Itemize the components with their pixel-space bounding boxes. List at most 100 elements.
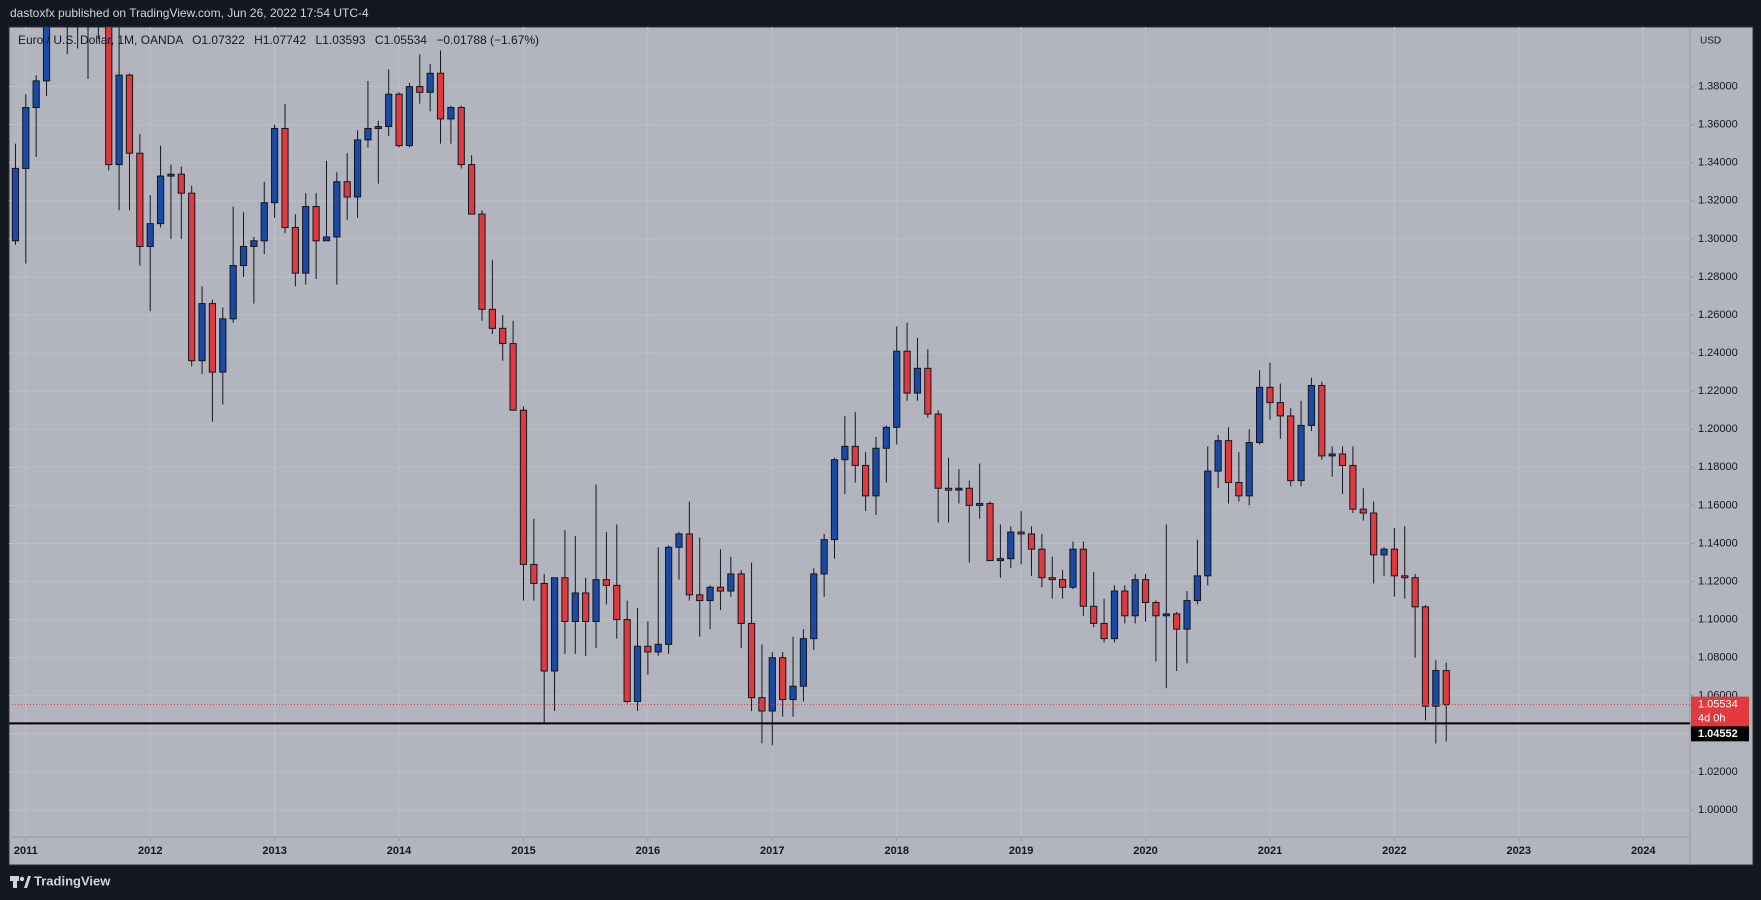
candle-body [893, 350, 901, 428]
candle-body [177, 173, 185, 194]
candle-body [820, 539, 828, 575]
candle-body [1214, 440, 1222, 472]
candle-body [1255, 386, 1264, 444]
x-tick-label: 2016 [636, 845, 660, 857]
candle-body [1328, 453, 1336, 457]
candle-body [1442, 670, 1450, 706]
candle-body [499, 327, 507, 345]
legend-change: −0.01788 (−1.67%) [436, 33, 539, 47]
candle-body [1349, 464, 1357, 510]
candle-body [271, 127, 279, 204]
candle-body [385, 93, 393, 128]
candle-body [405, 86, 414, 147]
candle-body [1338, 453, 1347, 466]
candle-body [1048, 577, 1056, 581]
candle-body [1380, 548, 1388, 556]
candle-body [592, 579, 600, 623]
countdown-label: 4d 0h [1698, 713, 1726, 725]
candle-body [1224, 440, 1233, 484]
candle-body [1173, 613, 1181, 630]
y-tick-label: 1.16000 [1698, 499, 1738, 511]
candle-body [436, 72, 445, 120]
candle-body [208, 303, 217, 373]
candle-body [322, 236, 331, 242]
candle-body [810, 573, 818, 640]
candle-body [478, 213, 486, 310]
candle-body [1131, 579, 1139, 617]
candle-body [727, 573, 735, 592]
candle-body [561, 577, 569, 623]
candle-body [696, 594, 704, 602]
candle-body [42, 27, 51, 82]
candle-body [125, 74, 134, 154]
candle-body [1162, 613, 1170, 617]
candle-body [665, 546, 673, 645]
y-tick-label: 1.02000 [1698, 766, 1738, 778]
candle-body [965, 487, 973, 506]
legend: Euro / U.S. Dollar, 1M, OANDA O1.07322 H… [18, 33, 539, 47]
candle-body [395, 93, 403, 147]
y-tick-label: 1.10000 [1698, 614, 1738, 626]
candle-body [1318, 384, 1326, 457]
candle-body [146, 223, 154, 247]
candle-body [219, 318, 227, 373]
candle-body [675, 533, 683, 548]
x-tick-label: 2015 [511, 845, 535, 857]
logo-part [13, 876, 17, 888]
candle-body [447, 107, 455, 120]
chart-frame [8, 26, 1754, 866]
candle-body [1370, 512, 1378, 556]
candle-body [1432, 669, 1440, 707]
candle-body [955, 487, 963, 491]
candle-body [654, 643, 662, 653]
candle-body [1297, 424, 1305, 482]
candle-body [540, 582, 548, 672]
candle-body [457, 107, 465, 166]
candle-body [830, 459, 839, 541]
y-tick-label: 1.14000 [1698, 537, 1738, 549]
candle-body [934, 413, 942, 489]
x-tick-label: 2024 [1631, 845, 1656, 857]
candle-body [1079, 548, 1087, 607]
candle-body [364, 127, 372, 141]
candle-body [1141, 579, 1150, 603]
candle-body [799, 638, 808, 687]
candle-body [291, 226, 299, 274]
plot-area [9, 27, 1690, 837]
y-tick-label: 1.22000 [1698, 385, 1738, 397]
candle-body [468, 164, 476, 215]
x-tick-label: 2018 [884, 845, 908, 857]
candle-body [530, 563, 538, 584]
candle-body [509, 343, 517, 411]
candle-body [343, 181, 351, 198]
candle-body [996, 558, 1005, 562]
y-tick-label: 1.00000 [1698, 804, 1738, 816]
candle-body [32, 80, 40, 109]
candle-body [976, 502, 984, 506]
candle-body [426, 72, 434, 93]
y-tick-label: 1.30000 [1698, 233, 1738, 245]
legend-high: H1.07742 [254, 33, 306, 47]
candle-body [136, 152, 144, 247]
candle-body [706, 586, 714, 602]
candle-body [1266, 386, 1274, 404]
candle-body [250, 240, 258, 247]
candle-body [644, 645, 652, 653]
candle-body [105, 27, 113, 166]
candle-body [239, 245, 248, 267]
candle-body [737, 573, 745, 624]
x-tick-label: 2021 [1258, 845, 1282, 857]
candle-body [488, 308, 496, 329]
y-tick-label: 1.38000 [1698, 80, 1738, 92]
candle-body [768, 657, 776, 712]
candle-body [571, 592, 579, 623]
candle-body [633, 645, 642, 702]
candle-body [716, 586, 725, 592]
candle-body [1090, 605, 1098, 624]
candle-body [903, 350, 911, 394]
candle-body [582, 592, 590, 623]
y-tick-label: 1.32000 [1698, 195, 1738, 207]
legend-close: C1.05534 [375, 33, 427, 47]
legend-symbol: Euro / U.S. Dollar, 1M, OANDA [18, 33, 183, 47]
candle-body [1421, 606, 1430, 707]
